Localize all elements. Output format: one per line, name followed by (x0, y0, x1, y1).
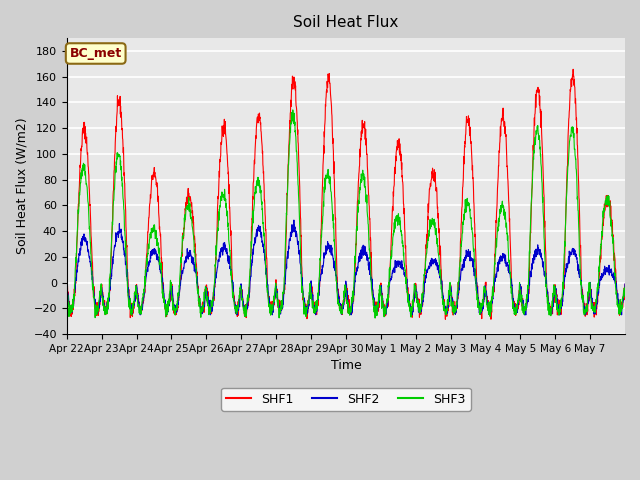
SHF2 (515, 300, 522, 306)
SHF2 (118, 239, 126, 245)
SHF1 (621, 281, 629, 287)
Legend: SHF1, SHF2, SHF3: SHF1, SHF2, SHF3 (221, 388, 470, 411)
SHF2 (290, 217, 298, 223)
Text: BC_met: BC_met (70, 47, 122, 60)
Line: SHF1: SHF1 (67, 69, 625, 319)
SHF3 (515, 295, 522, 300)
SHF2 (380, 306, 388, 312)
SHF2 (136, 312, 144, 318)
SHF3 (546, 308, 554, 313)
SHF1 (614, 296, 621, 301)
SHF2 (546, 306, 554, 312)
Y-axis label: Soil Heat Flux (W/m2): Soil Heat Flux (W/m2) (15, 118, 28, 254)
SHF1 (118, 135, 126, 141)
SHF3 (621, 285, 629, 290)
SHF2 (614, 296, 621, 302)
SHF3 (614, 298, 621, 304)
SHF2 (63, 277, 70, 283)
SHF1 (239, 296, 247, 302)
SHF1 (570, 66, 577, 72)
Title: Soil Heat Flux: Soil Heat Flux (293, 15, 399, 30)
SHF1 (442, 316, 449, 322)
SHF3 (380, 305, 388, 311)
SHF3 (63, 287, 70, 292)
SHF1 (380, 303, 387, 309)
Line: SHF2: SHF2 (67, 220, 625, 315)
SHF1 (63, 280, 70, 286)
SHF2 (621, 281, 629, 287)
SHF3 (239, 304, 247, 310)
X-axis label: Time: Time (330, 360, 361, 372)
SHF3 (289, 107, 297, 113)
SHF1 (515, 298, 522, 303)
Line: SHF3: SHF3 (67, 110, 625, 318)
SHF1 (546, 301, 554, 307)
SHF3 (371, 315, 379, 321)
SHF3 (118, 180, 126, 186)
SHF2 (239, 298, 247, 304)
